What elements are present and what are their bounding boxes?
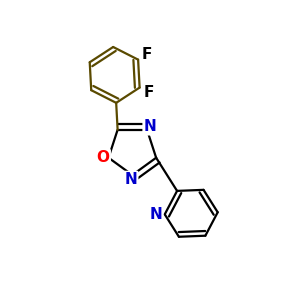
Text: N: N — [149, 207, 162, 222]
Text: N: N — [124, 172, 137, 187]
Text: F: F — [144, 85, 154, 100]
Text: F: F — [142, 46, 152, 62]
Text: N: N — [144, 119, 156, 134]
Text: O: O — [97, 150, 110, 165]
